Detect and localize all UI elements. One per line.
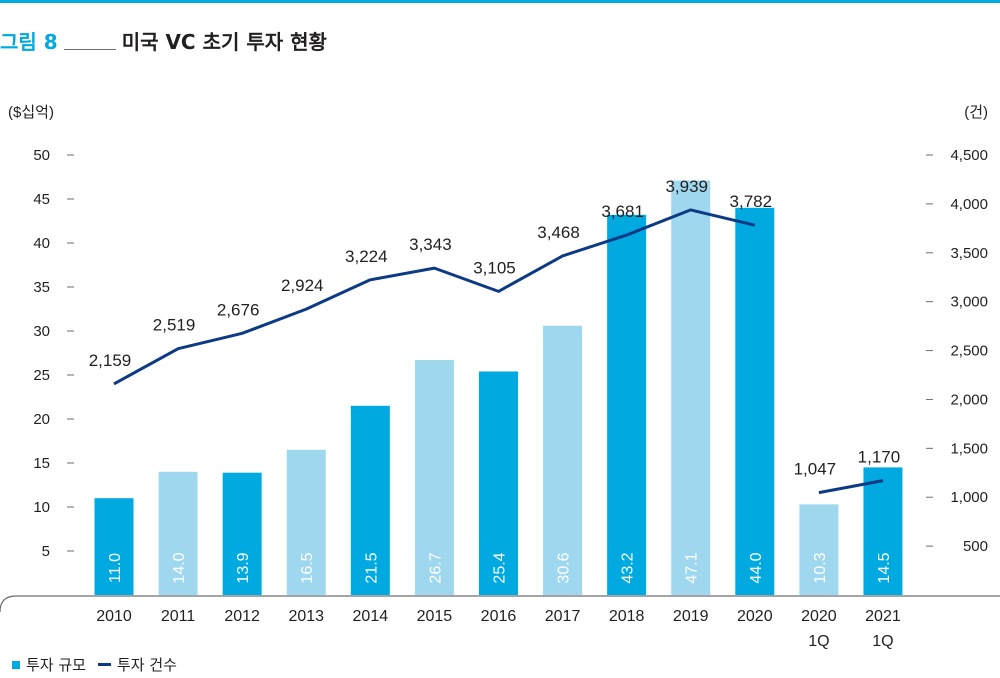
left-axis-unit-label: ($십억): [8, 104, 54, 121]
bar-value-label: 10.3: [812, 552, 829, 583]
bar: [799, 504, 839, 595]
right-axis-tick-label: 1,500: [950, 440, 988, 457]
line-series: [113, 208, 884, 495]
x-axis-tick-label: 2010: [96, 608, 132, 625]
chart-frame: [0, 595, 1000, 613]
figure-label-underline: [63, 48, 116, 50]
right-axis-tick-label: 500: [963, 538, 988, 555]
line-value-label: 2,159: [89, 351, 132, 370]
line-segment: [818, 479, 884, 495]
bar-series: [94, 180, 903, 596]
bar: [863, 467, 903, 595]
line-value-label: 1,047: [794, 460, 837, 479]
line-value-label: 3,782: [730, 192, 773, 211]
line-value-label: 3,939: [665, 177, 708, 196]
bar: [158, 471, 198, 595]
bar-value-label: 14.5: [876, 552, 893, 583]
bar: [286, 449, 326, 595]
x-axis-tick-label: 2020: [801, 608, 837, 625]
bar-value-label: 14.0: [171, 552, 188, 583]
x-axis-tick-label: 2019: [673, 608, 709, 625]
bar: [543, 325, 583, 595]
right-axis-tick-label: 4,000: [950, 196, 988, 213]
bar: [94, 498, 134, 595]
left-axis-tick-label: 25: [33, 367, 50, 384]
x-axis-tick-label: 2018: [609, 608, 645, 625]
bar-value-label: 43.2: [620, 552, 637, 583]
bar-value-label: 26.7: [427, 552, 444, 583]
legend-bar-swatch: [12, 660, 20, 669]
x-axis-tick-label: 2016: [481, 608, 517, 625]
bar-value-label: 30.6: [556, 552, 573, 583]
line-segment: [113, 208, 756, 386]
x-axis-tick-label: 2017: [545, 608, 581, 625]
bar-value-label: 13.9: [235, 552, 252, 583]
bar-value-label: 11.0: [107, 553, 124, 583]
bar-value-labels: 11.0 14.0 13.9 16.5 21.5 26.7 25.4 30.6 43.2 47.1…: [107, 552, 893, 583]
left-axis-tick-label: 35: [33, 279, 50, 296]
legend-bar-label: 투자 규모: [26, 656, 86, 674]
bar: [671, 180, 711, 595]
x-axis-tick-label: 2015: [417, 608, 453, 625]
line-value-label: 1,170: [858, 448, 901, 467]
bar: [222, 472, 262, 595]
left-axis-tick-label: 50: [33, 147, 50, 164]
legend: 투자 규모 투자 건수: [12, 654, 177, 675]
x-axis-labels: 2010 2011 2012 2013 2014 2015 2016 2017 2018 2019…: [96, 608, 901, 650]
left-axis-tick-label: 20: [33, 411, 50, 428]
line-value-label: 2,676: [217, 300, 260, 319]
x-axis-tick-label: 2021: [865, 608, 901, 625]
bar: [478, 371, 518, 595]
legend-line-swatch: [97, 663, 111, 666]
line-value-labels: 2,159 2,519 2,676 2,924 3,224 3,343 3,105 3,468…: [89, 177, 901, 479]
bar-value-label: 25.4: [491, 552, 508, 583]
right-axis-tick-label: 3,500: [950, 245, 988, 262]
bar: [414, 360, 454, 595]
bar: [735, 207, 775, 596]
legend-line-label: 투자 건수: [116, 656, 177, 674]
left-axis-tick-label: 45: [33, 191, 50, 208]
x-axis-tick-label: 2014: [353, 608, 389, 625]
bar-value-label: 47.1: [684, 552, 701, 583]
left-axis-tick-label: 15: [33, 455, 50, 472]
x-axis-tick-label: 2013: [288, 608, 324, 625]
x-axis-baseline: [0, 595, 1000, 613]
bar-value-label: 21.5: [363, 552, 380, 583]
line-value-label: 2,519: [153, 316, 196, 335]
right-axis-tick-label: 4,500: [950, 147, 988, 164]
x-axis-tick-label: 1Q: [872, 633, 893, 650]
right-axis-tick-label: 2,500: [950, 343, 988, 360]
right-axis-unit-label: (건): [964, 104, 988, 121]
line-value-label: 3,224: [345, 247, 388, 266]
left-axis-tick-label: 10: [33, 499, 50, 516]
x-axis-tick-label: 1Q: [808, 633, 829, 650]
x-axis-tick-label: 2011: [161, 608, 196, 625]
bar: [350, 405, 390, 595]
right-axis-tick-label: 3,000: [950, 294, 988, 311]
line-value-label: 3,681: [601, 202, 644, 221]
right-y-axis: (건) 500 1,000 1,500 2,000 2,500 3,000 3,500 4,00…: [926, 104, 988, 555]
line-value-label: 3,343: [409, 235, 452, 254]
bar: [607, 214, 647, 595]
figure-label: 그림 8: [0, 29, 58, 54]
x-axis-tick-label: 2020: [737, 608, 773, 625]
left-axis-tick-label: 5: [42, 543, 50, 560]
figure-header: 그림 8 미국 VC 초기 투자 현황: [0, 24, 327, 56]
line-value-label: 3,468: [537, 223, 580, 242]
left-y-axis: ($십억) 5 10 15 20 25 30 35 40 45 50: [8, 104, 74, 560]
line-value-label: 3,105: [473, 258, 516, 277]
bar-value-label: 44.0: [748, 552, 765, 583]
top-accent-rule: [0, 0, 1000, 3]
right-axis-tick-label: 1,000: [950, 489, 988, 506]
left-axis-tick-label: 40: [33, 235, 50, 252]
line-value-label: 2,924: [281, 276, 324, 295]
x-axis-tick-label: 2012: [224, 608, 260, 625]
right-axis-tick-label: 2,000: [950, 391, 988, 408]
chart-title: 미국 VC 초기 투자 현황: [121, 29, 327, 54]
bar-value-label: 16.5: [299, 552, 316, 583]
left-axis-tick-label: 30: [33, 323, 50, 340]
